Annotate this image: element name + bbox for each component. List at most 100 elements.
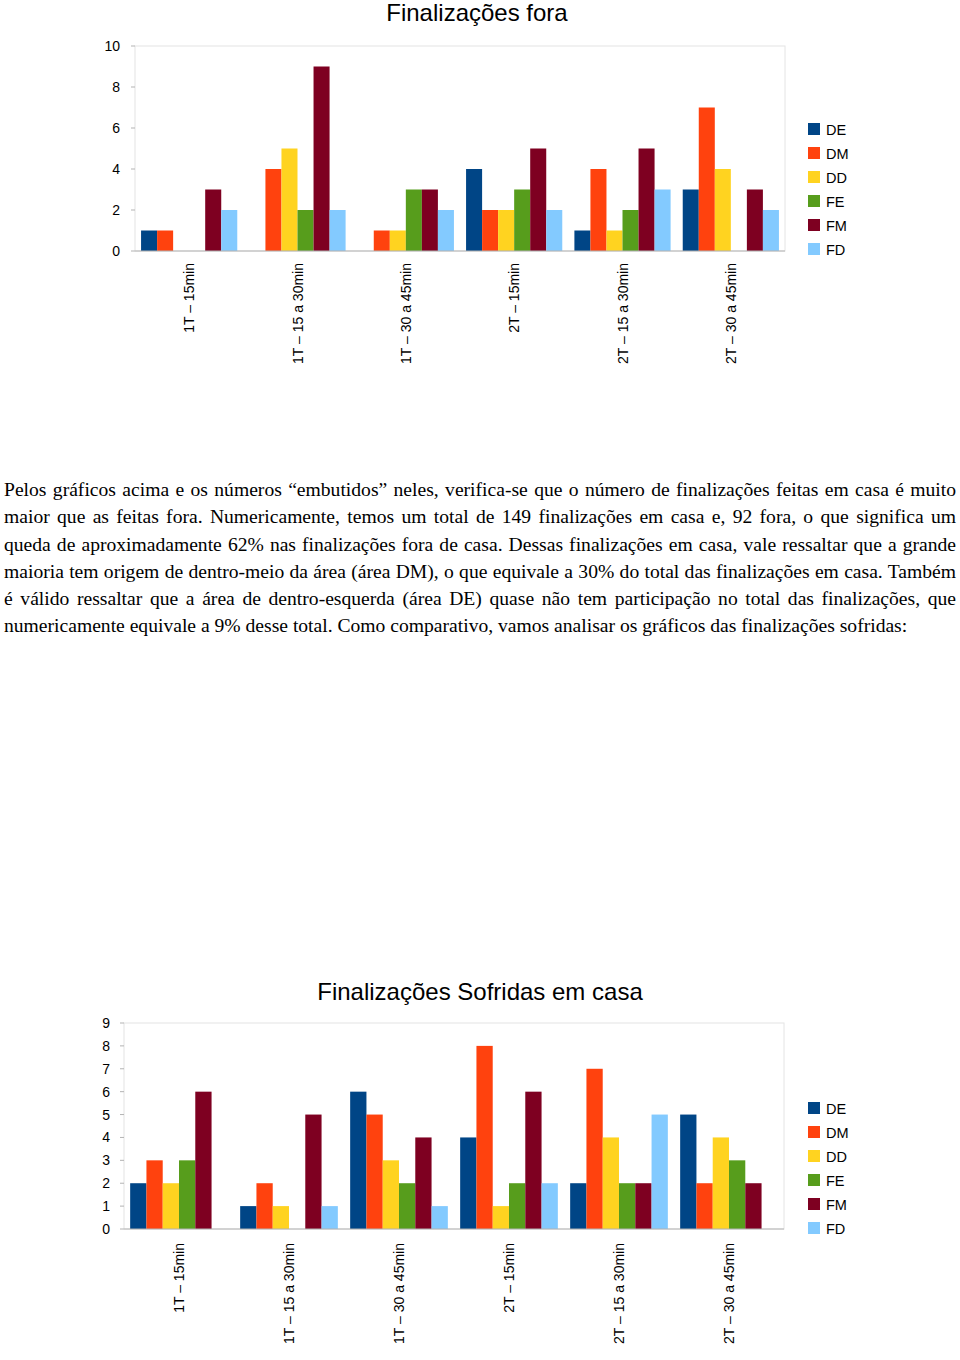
bar xyxy=(745,1183,761,1229)
tick-label: 8 xyxy=(112,79,120,95)
tick-mark xyxy=(131,210,135,211)
bar xyxy=(422,190,438,252)
bar xyxy=(603,1137,619,1229)
bar xyxy=(415,1137,431,1229)
tick-mark xyxy=(120,1206,124,1207)
bars xyxy=(130,1046,761,1229)
bar xyxy=(240,1206,256,1229)
category-label: 2T – 15 a 30min xyxy=(615,263,631,364)
legend-label: FD xyxy=(826,242,845,258)
chart: Finalizações Sofridas em casa01234567891… xyxy=(102,978,848,1344)
tick-label: 6 xyxy=(112,120,120,136)
legend-label: FM xyxy=(826,218,847,234)
tick-label: 4 xyxy=(102,1129,110,1145)
bar xyxy=(763,210,779,251)
bar xyxy=(330,210,346,251)
bar xyxy=(374,231,390,252)
legend: DEDMDDFEFMFD xyxy=(808,122,849,258)
tick-label: 3 xyxy=(102,1152,110,1168)
bar xyxy=(273,1206,289,1229)
category-label: 2T – 15min xyxy=(506,263,522,333)
bar xyxy=(432,1206,448,1229)
bar xyxy=(639,149,655,252)
bar xyxy=(205,190,221,252)
tick-label: 0 xyxy=(112,243,120,259)
bar xyxy=(195,1092,211,1229)
bar xyxy=(683,190,699,252)
bar xyxy=(699,108,715,252)
chart-title: Finalizações Sofridas em casa xyxy=(317,978,643,1005)
tick-mark xyxy=(120,1045,124,1046)
tick-mark xyxy=(120,1091,124,1092)
bars xyxy=(141,67,779,252)
bar xyxy=(390,231,406,252)
legend-label: FE xyxy=(826,194,845,210)
legend-swatch xyxy=(808,1174,820,1186)
tick-mark xyxy=(131,128,135,129)
bar xyxy=(466,169,482,251)
bar xyxy=(509,1183,525,1229)
category-label: 1T – 15 a 30min xyxy=(281,1243,297,1344)
plot-frame xyxy=(135,46,785,251)
bar xyxy=(606,231,622,252)
tick-label: 1 xyxy=(102,1198,110,1214)
legend-label: DE xyxy=(826,1101,846,1117)
legend-swatch xyxy=(808,1222,820,1234)
tick-label: 5 xyxy=(102,1107,110,1123)
bar xyxy=(383,1160,399,1229)
bar xyxy=(399,1183,415,1229)
tick-label: 0 xyxy=(102,1221,110,1237)
bar xyxy=(221,210,237,251)
tick-mark xyxy=(120,1229,124,1230)
tick-mark xyxy=(131,46,135,47)
category-label: 1T – 15min xyxy=(181,263,197,333)
bar xyxy=(655,190,671,252)
bar xyxy=(298,210,314,251)
bar xyxy=(525,1092,541,1229)
category-label: 1T – 15 a 30min xyxy=(290,263,306,364)
body-paragraph: Pelos gráficos acima e os números “embut… xyxy=(4,476,956,640)
tick-mark xyxy=(120,1137,124,1138)
bar xyxy=(476,1046,492,1229)
legend-swatch xyxy=(808,123,820,135)
bar xyxy=(460,1137,476,1229)
bar xyxy=(366,1115,382,1229)
legend: DEDMDDFEFMFD xyxy=(808,1101,849,1237)
bar xyxy=(305,1115,321,1229)
bar xyxy=(141,231,157,252)
legend-swatch xyxy=(808,1150,820,1162)
legend-label: DM xyxy=(826,146,849,162)
bar xyxy=(530,149,546,252)
bar xyxy=(350,1092,366,1229)
category-label: 1T – 30 a 45min xyxy=(391,1243,407,1344)
legend-swatch xyxy=(808,243,820,255)
bar xyxy=(715,169,731,251)
tick-label: 9 xyxy=(102,1015,110,1031)
legend-swatch xyxy=(808,171,820,183)
bar xyxy=(590,169,606,251)
bar xyxy=(546,210,562,251)
bar xyxy=(179,1160,195,1229)
category-label: 2T – 15min xyxy=(501,1243,517,1313)
bar xyxy=(130,1183,146,1229)
bar xyxy=(586,1069,602,1229)
tick-mark xyxy=(131,251,135,252)
category-label: 1T – 15min xyxy=(171,1243,187,1313)
tick-label: 8 xyxy=(102,1038,110,1054)
tick-label: 6 xyxy=(102,1084,110,1100)
bar xyxy=(696,1183,712,1229)
bar xyxy=(514,190,530,252)
legend-swatch xyxy=(808,1102,820,1114)
bar xyxy=(729,1160,745,1229)
legend-label: FE xyxy=(826,1173,845,1189)
bar xyxy=(680,1115,696,1229)
bar xyxy=(498,210,514,251)
tick-label: 10 xyxy=(104,38,120,54)
tick-mark xyxy=(120,1023,124,1024)
legend-swatch xyxy=(808,219,820,231)
tick-mark xyxy=(120,1160,124,1161)
bar xyxy=(623,210,639,251)
bar xyxy=(482,210,498,251)
legend-swatch xyxy=(808,195,820,207)
bar xyxy=(281,149,297,252)
